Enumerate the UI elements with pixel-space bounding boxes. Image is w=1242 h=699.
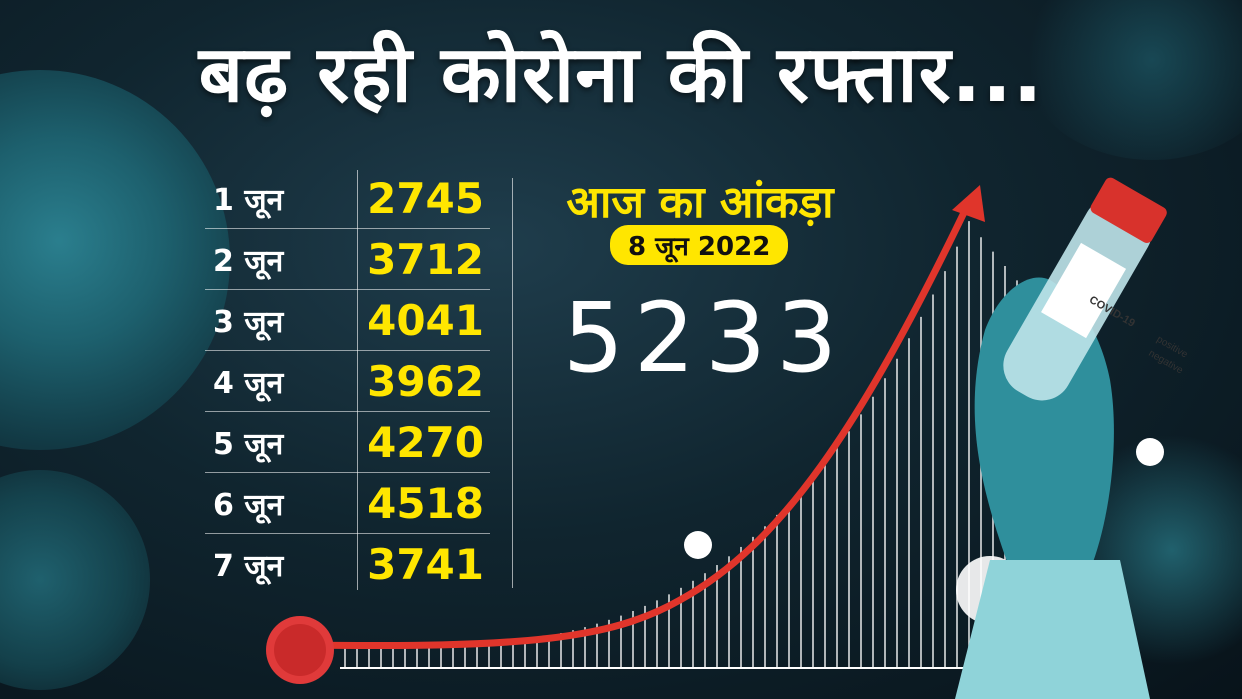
- arrow-head-icon: [952, 185, 985, 222]
- row-date: 3 जून: [213, 305, 284, 340]
- red-virus-icon: [266, 616, 334, 684]
- row-date: 7 जून: [213, 549, 284, 584]
- rising-arrow: [296, 196, 974, 650]
- today-date-badge: 8 जून 2022: [610, 225, 789, 265]
- table-row: 5 जून 4270: [205, 412, 490, 473]
- table-row: 2 जून 3712: [205, 229, 490, 290]
- daily-cases-table: 1 जून 2745 2 जून 3712 3 जून 4041 4 जून 3…: [205, 168, 490, 594]
- row-date: 4 जून: [213, 366, 284, 401]
- white-virus-icon: [1136, 438, 1164, 466]
- row-date: 6 जून: [213, 488, 284, 523]
- row-date: 2 जून: [213, 244, 284, 279]
- headline: बढ़ रही कोरोना की रफ्तार...: [198, 30, 1044, 120]
- row-date: 5 जून: [213, 427, 284, 462]
- row-count: 3741: [367, 540, 484, 589]
- table-divider: [357, 170, 358, 590]
- row-count: 3712: [367, 235, 484, 284]
- row-count: 3962: [367, 357, 484, 406]
- today-count: 5233: [562, 282, 848, 394]
- table-row: 1 जून 2745: [205, 168, 490, 229]
- table-row: 7 जून 3741: [205, 534, 490, 594]
- row-count: 4041: [367, 296, 484, 345]
- table-row: 4 जून 3962: [205, 351, 490, 412]
- today-label: आज का आंकड़ा: [566, 177, 834, 228]
- row-count: 4518: [367, 479, 484, 528]
- white-virus-icon: [684, 531, 712, 559]
- table-row: 6 जून 4518: [205, 473, 490, 534]
- section-divider: [512, 178, 513, 588]
- row-count: 2745: [367, 174, 484, 223]
- table-row: 3 जून 4041: [205, 290, 490, 351]
- row-count: 4270: [367, 418, 484, 467]
- row-date: 1 जून: [213, 183, 284, 218]
- test-tube-illustration: [1003, 177, 1167, 401]
